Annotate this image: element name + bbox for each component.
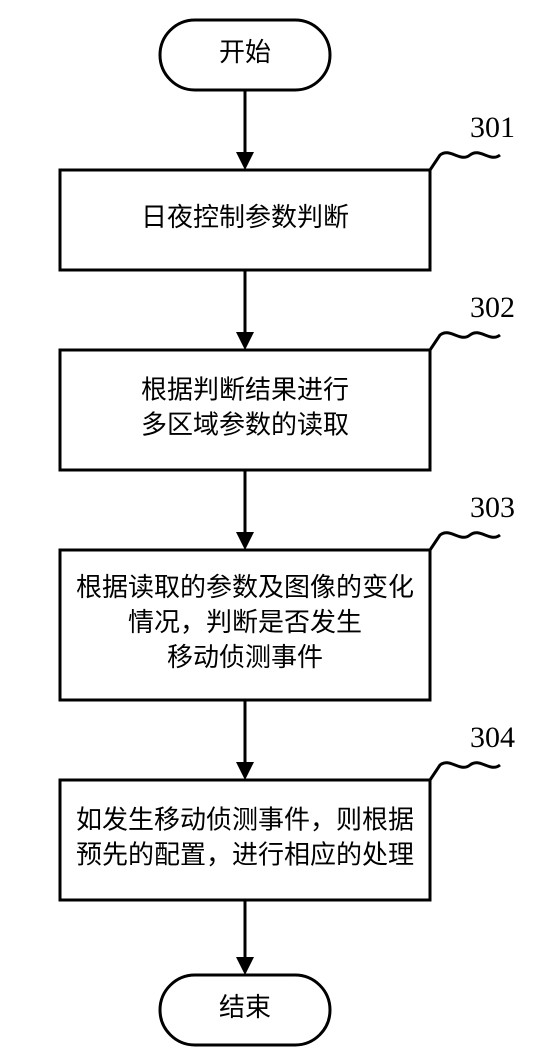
node-text: 多区域参数的读取 [141, 411, 349, 440]
arrow-head [236, 957, 254, 975]
node-text: 开始 [219, 38, 271, 67]
arrow-head [236, 532, 254, 550]
arrow-head [236, 152, 254, 170]
node-text: 移动侦测事件 [167, 643, 323, 672]
step-label: 302 [470, 291, 515, 324]
label-squiggle [430, 333, 500, 350]
arrow-head [236, 762, 254, 780]
node-text: 预先的配置，进行相应的处理 [76, 841, 414, 870]
node-text: 情况，判断是否发生 [128, 608, 362, 637]
label-squiggle [430, 533, 500, 550]
step-label: 301 [470, 111, 515, 144]
node-text: 如发生移动侦测事件，则根据 [76, 805, 414, 834]
step-label: 304 [470, 721, 515, 754]
node-text: 根据读取的参数及图像的变化 [76, 573, 414, 602]
label-squiggle [430, 153, 500, 170]
label-squiggle [430, 763, 500, 780]
node-text: 日夜控制参数判断 [141, 203, 349, 232]
flowchart-canvas: 开始日夜控制参数判断 301 根据判断结果进行多区域参数的读取 302 根据读取的参数及… [0, 0, 559, 1060]
step-label: 303 [470, 491, 515, 524]
node-text: 根据判断结果进行 [141, 375, 349, 404]
node-text: 结束 [219, 993, 271, 1022]
arrow-head [236, 332, 254, 350]
